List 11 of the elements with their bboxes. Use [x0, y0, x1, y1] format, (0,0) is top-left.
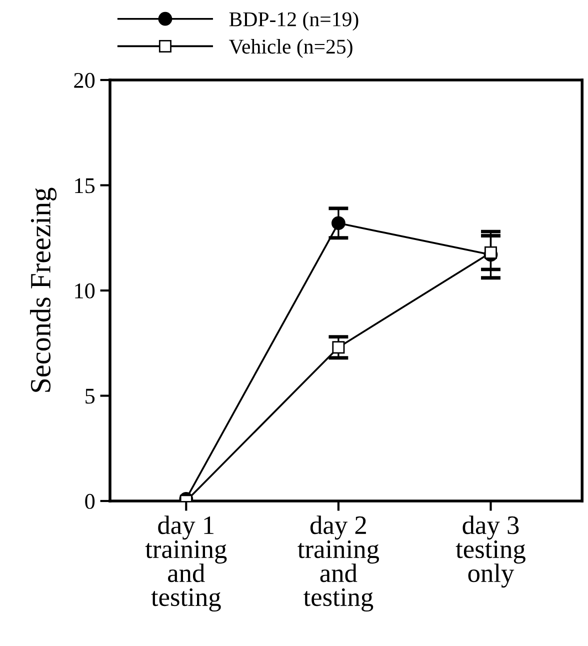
x-tick-label: day 2 training and testing — [298, 516, 379, 612]
x-tick-label: day 1 training and testing — [145, 516, 227, 612]
x-tick-label: day 3 testing only — [456, 516, 526, 588]
y-tick-label: 5 — [86, 388, 95, 404]
y-tick-label: 15 — [75, 178, 95, 194]
legend-label: Vehicle (n=25) — [228, 39, 352, 58]
legend-label: BDP-12 (n=19) — [229, 12, 358, 31]
y-tick-label: 0 — [85, 494, 95, 509]
y-axis-title: Seconds Freezing — [30, 188, 57, 392]
y-tick-label: 20 — [74, 72, 95, 88]
y-tick-label: 10 — [75, 283, 95, 298]
